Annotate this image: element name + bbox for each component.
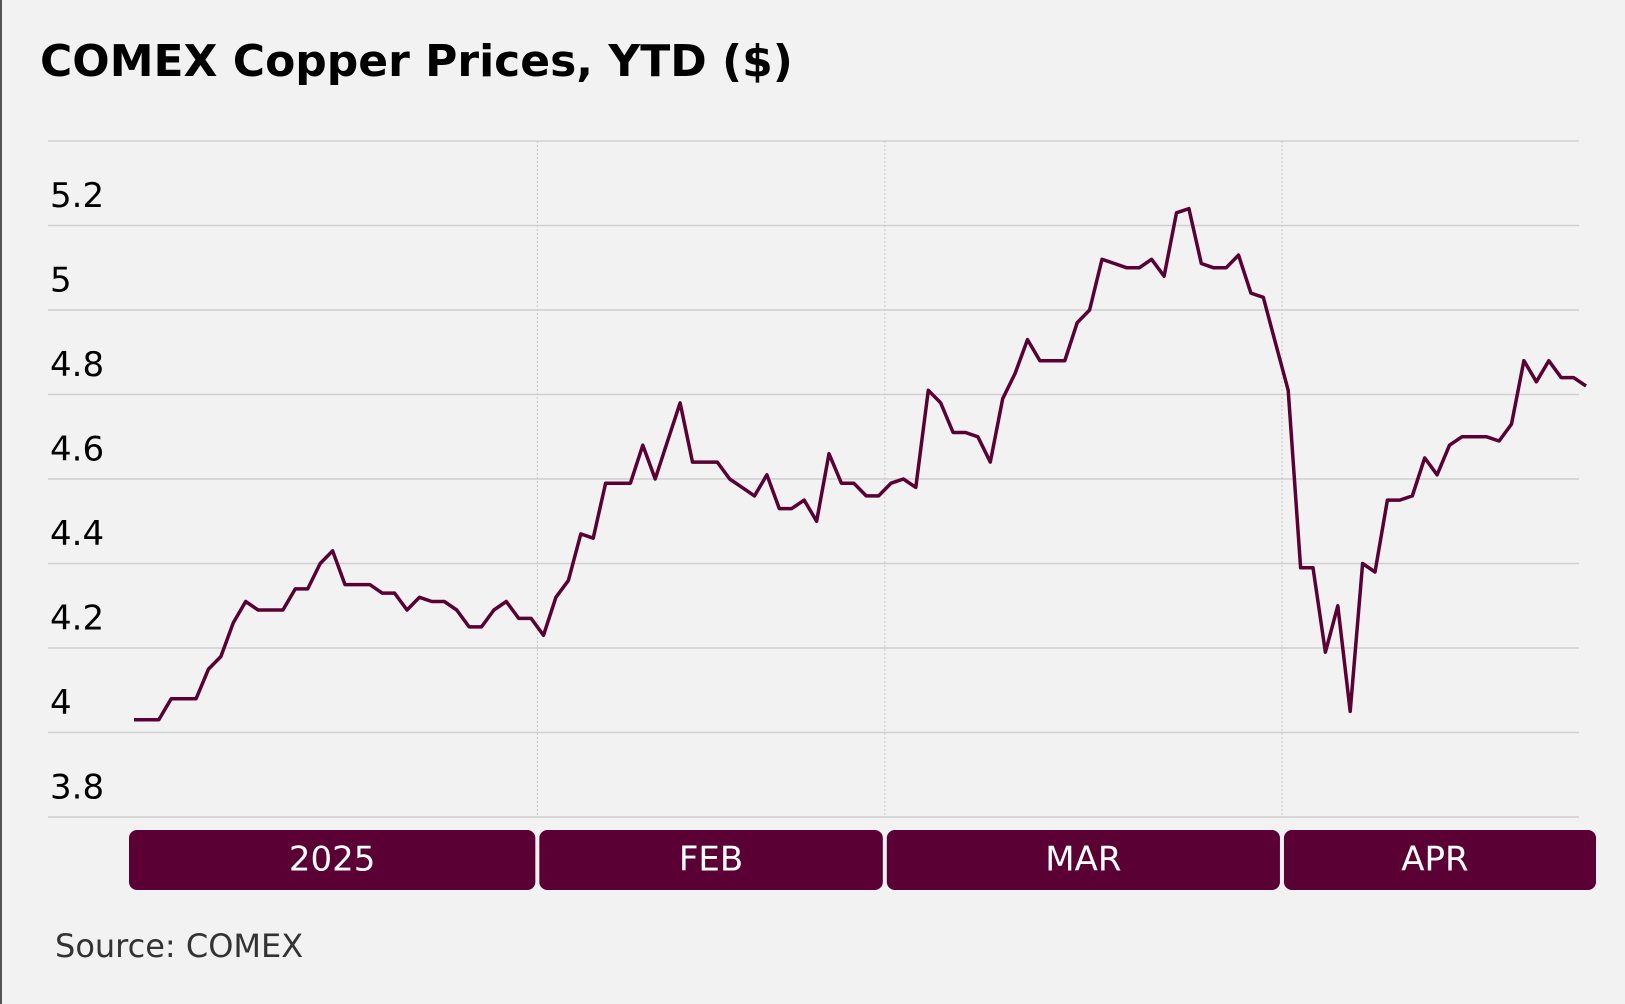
y-tick-label: 5 <box>50 261 72 301</box>
chart-title: COMEX Copper Prices, YTD ($) <box>40 36 793 87</box>
y-tick-label: 4.8 <box>50 345 104 385</box>
source-note: Source: COMEX <box>55 927 303 965</box>
month-band <box>539 830 883 890</box>
y-tick-label: 4.2 <box>50 599 104 639</box>
price-line <box>134 206 1587 722</box>
month-band <box>886 830 1280 890</box>
y-tick-label: 4.6 <box>50 430 104 470</box>
x-tick-label: 2025 <box>289 840 376 880</box>
x-tick-label: FEB <box>679 840 743 880</box>
month-band <box>129 830 536 890</box>
month-band <box>1283 830 1596 890</box>
x-tick-label: APR <box>1401 840 1468 880</box>
y-tick-label: 3.8 <box>50 768 104 808</box>
y-tick-label: 5.2 <box>50 176 104 216</box>
y-tick-label: 4 <box>50 683 72 723</box>
x-tick-label: MAR <box>1045 840 1121 880</box>
y-tick-label: 4.4 <box>50 514 104 554</box>
